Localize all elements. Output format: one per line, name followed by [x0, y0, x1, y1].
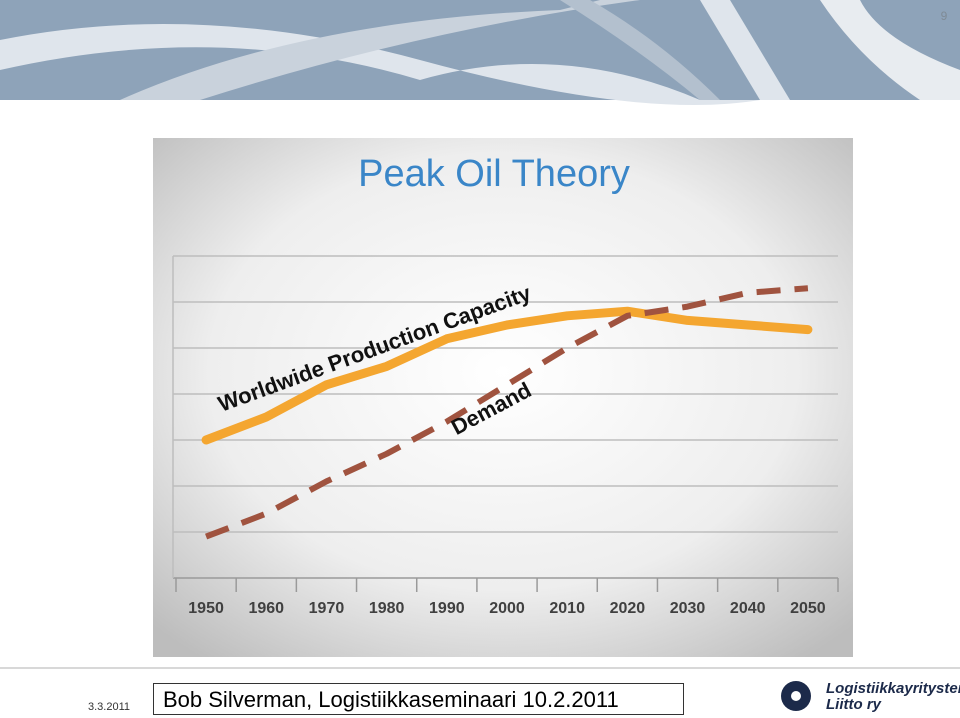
x-tick-label: 1990 — [429, 600, 465, 617]
footer-text: Bob Silverman, Logistiikkaseminaari 10.2… — [163, 687, 619, 712]
header-banner — [0, 0, 960, 105]
x-tick-label: 2050 — [790, 600, 826, 617]
logo-line2: Liitto ry — [826, 696, 882, 713]
x-tick-label: 2030 — [670, 600, 706, 617]
x-tick-label: 1950 — [188, 600, 224, 617]
x-tick-label: 2040 — [730, 600, 766, 617]
date: 3.3.2011 — [88, 701, 130, 713]
x-tick-label: 2000 — [489, 600, 525, 617]
logo-line1: Logistiikkayritysten — [826, 680, 960, 697]
chart-background — [153, 138, 853, 657]
x-tick-label: 2020 — [610, 600, 646, 617]
footer-box — [153, 683, 684, 715]
series-line — [201, 306, 813, 445]
slide-number: 9 — [941, 9, 948, 23]
x-tick-label: 1980 — [369, 600, 405, 617]
logo: Logistiikkayritysten Liitto ry — [781, 680, 960, 713]
chart-title: Peak Oil Theory — [358, 153, 630, 195]
x-tick-label: 1960 — [248, 600, 284, 617]
x-tick-label: 1970 — [309, 600, 345, 617]
x-tick-label: 2010 — [549, 600, 585, 617]
